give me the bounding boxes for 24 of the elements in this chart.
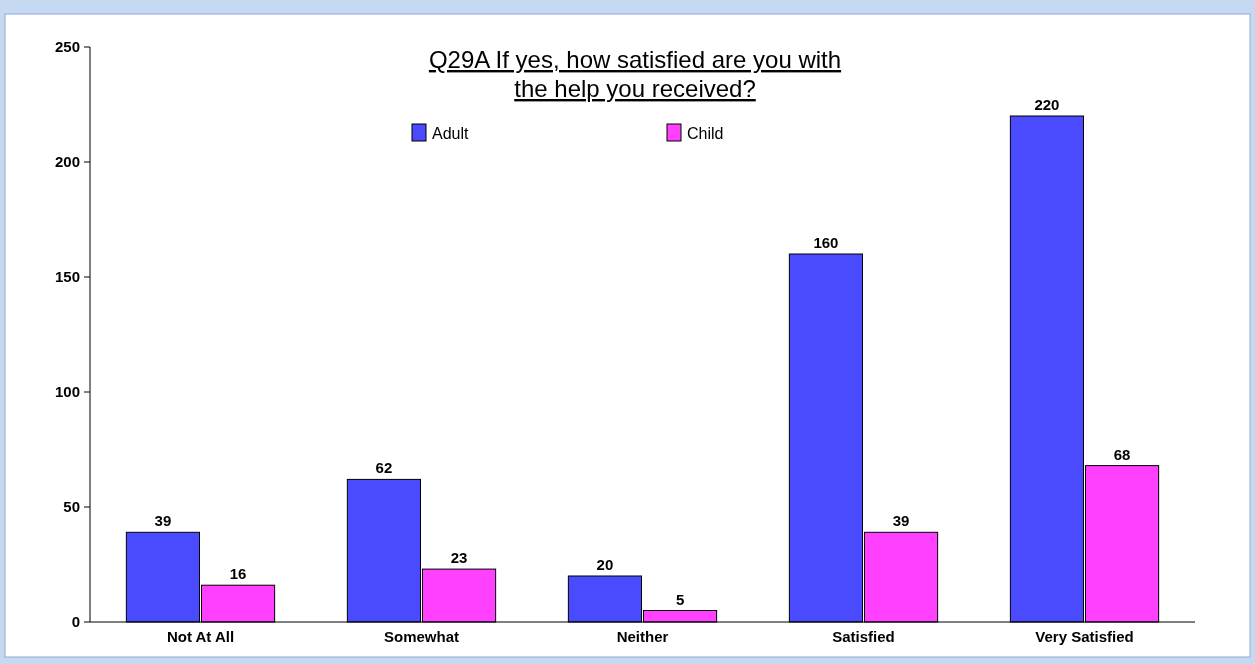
y-tick-label: 100 (54, 383, 80, 401)
data-label: 160 (813, 234, 839, 251)
data-label: 220 (1034, 96, 1060, 113)
y-tick-label: 200 (54, 153, 80, 171)
legend-label: Adult (432, 124, 470, 142)
y-tick-label: 150 (54, 268, 80, 286)
data-label: 5 (675, 590, 685, 608)
data-label: 39 (892, 512, 910, 530)
legend-label: Child (687, 124, 724, 142)
x-tick-label: Neither (616, 628, 669, 645)
x-tick-label: Not At All (166, 628, 235, 645)
data-label: 39 (154, 512, 172, 530)
x-tick-label: Very Satisfied (1035, 628, 1134, 645)
y-tick-label: 0 (71, 613, 80, 631)
data-label: 20 (596, 556, 614, 573)
y-tick-label: 50 (63, 498, 80, 516)
data-label: 68 (1113, 445, 1131, 463)
data-label: 62 (375, 459, 393, 477)
y-tick-label: 250 (54, 38, 80, 56)
x-tick-label: Somewhat (383, 628, 460, 645)
x-tick-label: Satisfied (832, 628, 895, 645)
text: Q29A If yes, how satisfied are you with the help you received? (428, 46, 842, 102)
data-label: 16 (229, 565, 247, 583)
data-label: 23 (450, 549, 468, 567)
